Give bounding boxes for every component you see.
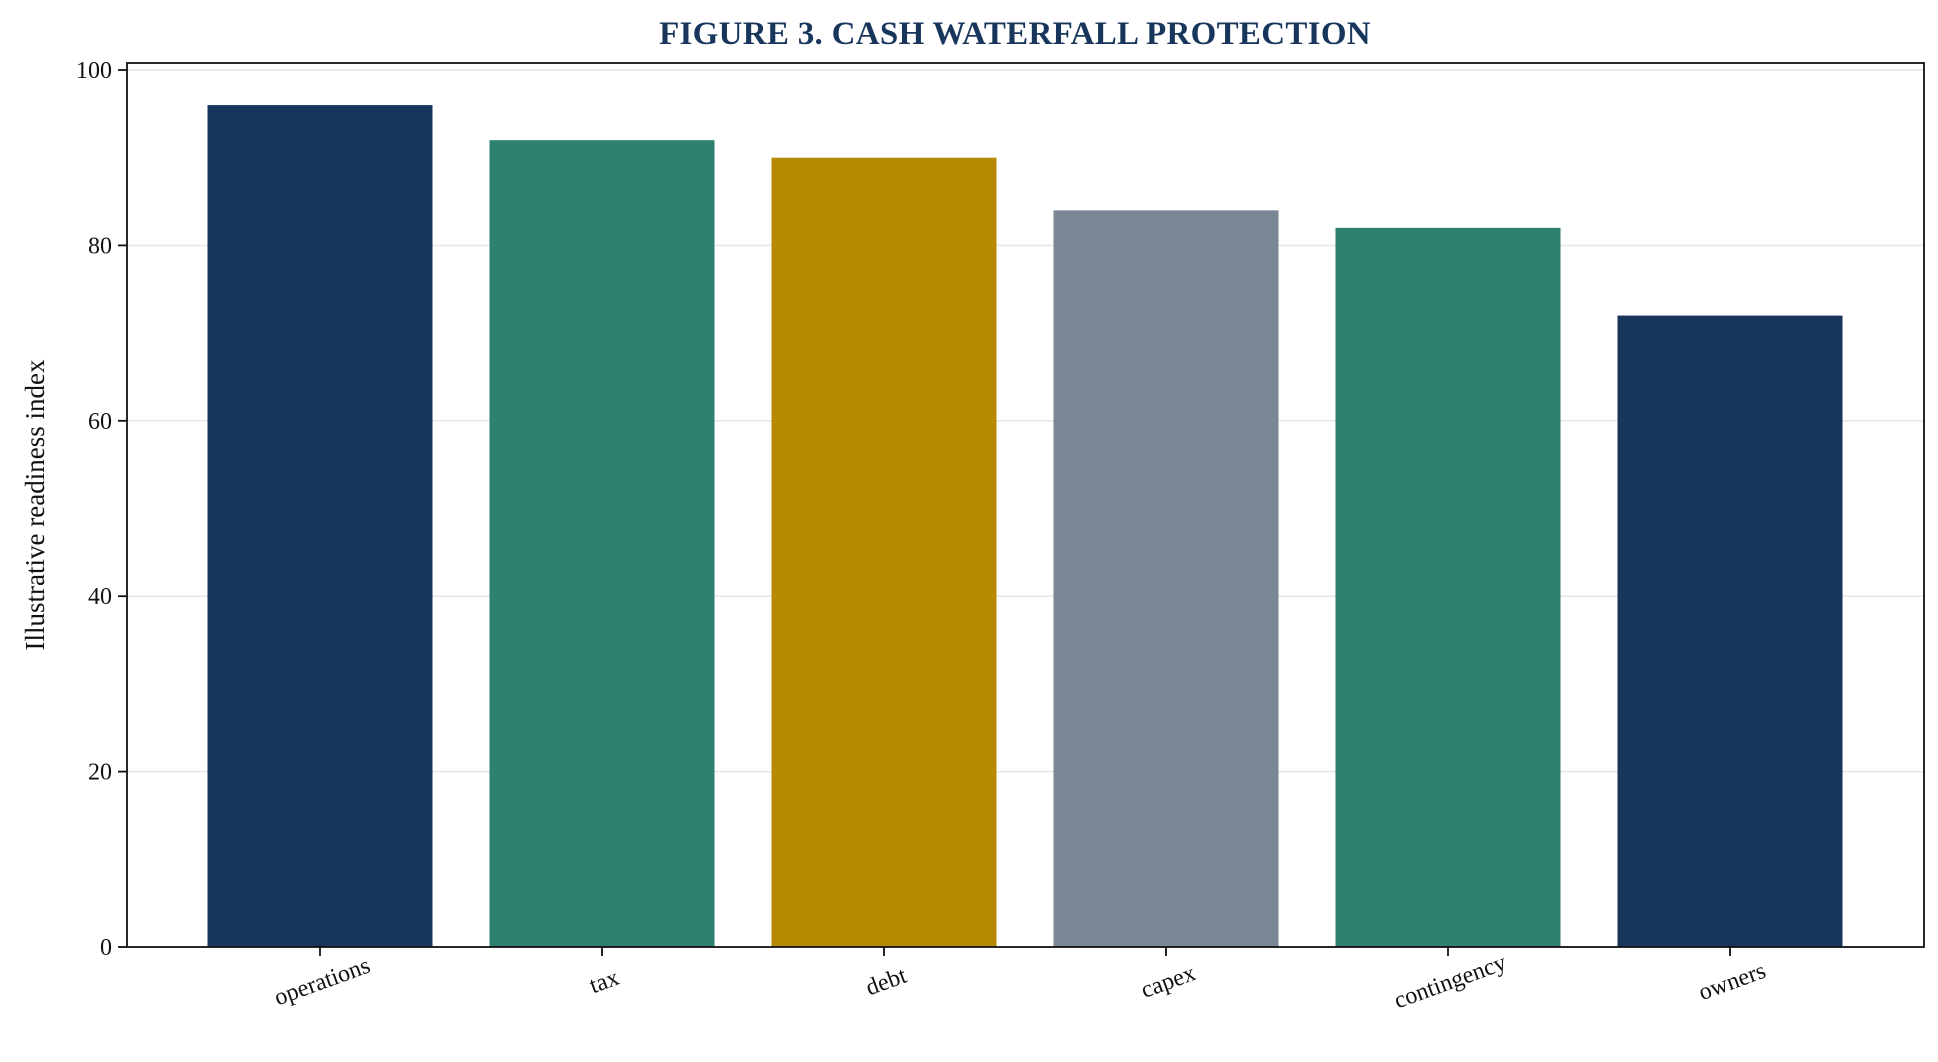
- x-tick-label-contingency: contingency: [1391, 950, 1510, 1015]
- y-tick-label: 100: [76, 58, 112, 84]
- bar-operations: [207, 105, 433, 948]
- bar-tax: [489, 140, 715, 947]
- y-axis-ticks: 0 20 40 60 80 100: [76, 58, 127, 961]
- y-axis-label: Illustrative readiness index: [20, 359, 50, 650]
- bar-owners: [1617, 315, 1843, 948]
- y-tick-label: 20: [88, 760, 112, 786]
- bar-capex: [1053, 210, 1279, 948]
- x-tick-label-tax: tax: [586, 965, 622, 999]
- chart-title: FIGURE 3. CASH WATERFALL PROTECTION: [659, 16, 1371, 52]
- bar-debt: [771, 157, 997, 947]
- plot-frame: [126, 62, 1925, 948]
- y-tick-label: 60: [88, 409, 112, 435]
- y-tick-label: 40: [88, 584, 112, 610]
- bars: [207, 105, 1843, 948]
- y-tick-label: 80: [88, 233, 112, 259]
- x-tick-label-owners: owners: [1695, 958, 1769, 1006]
- y-tick-label: 0: [100, 935, 112, 961]
- x-tick-label-operations: operations: [271, 953, 374, 1012]
- x-tick-label-debt: debt: [862, 963, 910, 1002]
- x-tick-label-capex: capex: [1138, 960, 1199, 1004]
- x-axis-ticks: operations tax debt capex contingency owners: [271, 947, 1769, 1014]
- bar-contingency: [1335, 227, 1561, 947]
